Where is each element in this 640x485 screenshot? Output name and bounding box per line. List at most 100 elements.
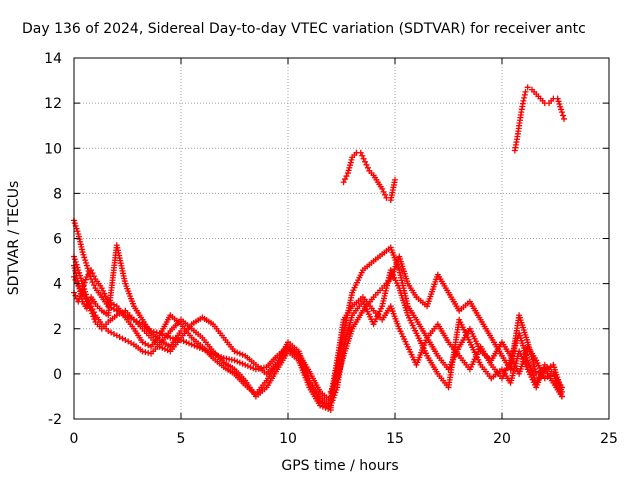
data-point-interp [486, 332, 493, 339]
series-track-6 [327, 244, 565, 404]
data-point-interp [404, 278, 411, 285]
data-point-interp [81, 254, 88, 261]
data-point-interp [391, 179, 398, 186]
data-point-interp [531, 88, 538, 95]
data-point-interp [377, 183, 384, 190]
series-track-10 [340, 149, 398, 204]
data-point-interp [519, 100, 526, 107]
data-point-interp [548, 368, 555, 375]
data-point-interp [219, 332, 226, 339]
data-point-interp [84, 265, 91, 272]
data-point-interp [137, 346, 144, 353]
y-tick-label: 2 [53, 322, 62, 338]
data-point-interp [82, 276, 89, 283]
data-point-interp [476, 359, 483, 366]
data-point [242, 361, 249, 368]
data-point-interp [359, 152, 366, 159]
data-point-interp [535, 93, 542, 100]
data-point [524, 84, 531, 91]
data-point-interp [348, 292, 355, 299]
data-point-interp [208, 353, 215, 360]
data-point-interp [305, 377, 312, 384]
data-point-interp [513, 139, 520, 146]
data-point-interp [186, 340, 193, 347]
data-point-interp [360, 155, 367, 162]
data-point-interp [333, 359, 340, 366]
data-point-interp [382, 191, 389, 198]
data-point-interp [342, 176, 349, 183]
data-point-interp [333, 386, 340, 393]
data-point-interp [71, 220, 78, 227]
x-axis-label: GPS time / hours [281, 458, 398, 474]
data-point-interp [239, 360, 246, 367]
data-point-interp [404, 309, 411, 316]
data-point [188, 341, 195, 348]
series-track-5 [71, 242, 184, 350]
data-point-interp [176, 330, 183, 337]
series-track-7 [327, 253, 565, 395]
data-point-interp [186, 323, 193, 330]
y-tick-label: 14 [44, 51, 62, 67]
data-point-interp [121, 278, 128, 285]
data-point-interp [138, 337, 145, 344]
data-point-interp [78, 246, 85, 253]
data-point-interp [348, 156, 355, 163]
y-tick-label: 10 [44, 141, 62, 157]
data-point-interp [547, 363, 554, 370]
data-point [362, 158, 369, 165]
data-point-interp [128, 340, 135, 347]
data-point-interp [548, 97, 555, 104]
data-point-interp [523, 336, 530, 343]
data-point-interp [74, 264, 81, 271]
data-point-interp [142, 349, 149, 356]
data-point-interp [165, 342, 172, 349]
data-point-interp [377, 287, 384, 294]
data-point-interp [80, 251, 87, 258]
data-point-interp [412, 327, 419, 334]
data-point-interp [90, 282, 97, 289]
data-point-interp [145, 349, 152, 356]
data-point-interp [531, 355, 538, 362]
data-point-interp [129, 300, 136, 307]
data-point [83, 262, 90, 269]
data-point-interp [89, 270, 96, 277]
data-point-interp [422, 350, 429, 357]
data-point-interp [385, 246, 392, 253]
data-point-interp [90, 313, 97, 320]
data-point-interp [103, 295, 110, 302]
data-point-interp [120, 312, 127, 319]
data-point-interp [236, 359, 243, 366]
data-point-interp [358, 269, 365, 276]
data-point-interp [517, 111, 524, 118]
data-point [522, 88, 529, 95]
data-point-interp [556, 101, 563, 108]
x-tick-label: 0 [70, 431, 79, 447]
data-point-interp [164, 333, 171, 340]
x-tick-label: 5 [177, 431, 186, 447]
data-point-interp [521, 91, 528, 98]
data-point-interp [129, 323, 136, 330]
data-point-interp [161, 346, 168, 353]
data-point-interp [154, 335, 161, 342]
data-point-interp [153, 329, 160, 336]
data-point-interp [343, 173, 350, 180]
x-tick-label: 20 [493, 431, 511, 447]
data-point-interp [145, 342, 152, 349]
data-point-interp [559, 112, 566, 119]
data-point-interp [380, 188, 387, 195]
data-point-interp [128, 314, 135, 321]
data-point-interp [110, 331, 117, 338]
data-point-interp [82, 259, 89, 266]
y-tick-label: 6 [53, 232, 62, 248]
data-point-interp [377, 252, 384, 259]
data-point-interp [433, 368, 440, 375]
data-point-interp [101, 290, 108, 297]
data-point-interp [347, 305, 354, 312]
data-point-interp [100, 287, 107, 294]
data-point-interp [521, 94, 528, 101]
data-point-interp [240, 380, 247, 387]
x-tick-label: 25 [600, 431, 618, 447]
data-point-interp [239, 351, 246, 358]
data-point-interp [137, 323, 144, 330]
